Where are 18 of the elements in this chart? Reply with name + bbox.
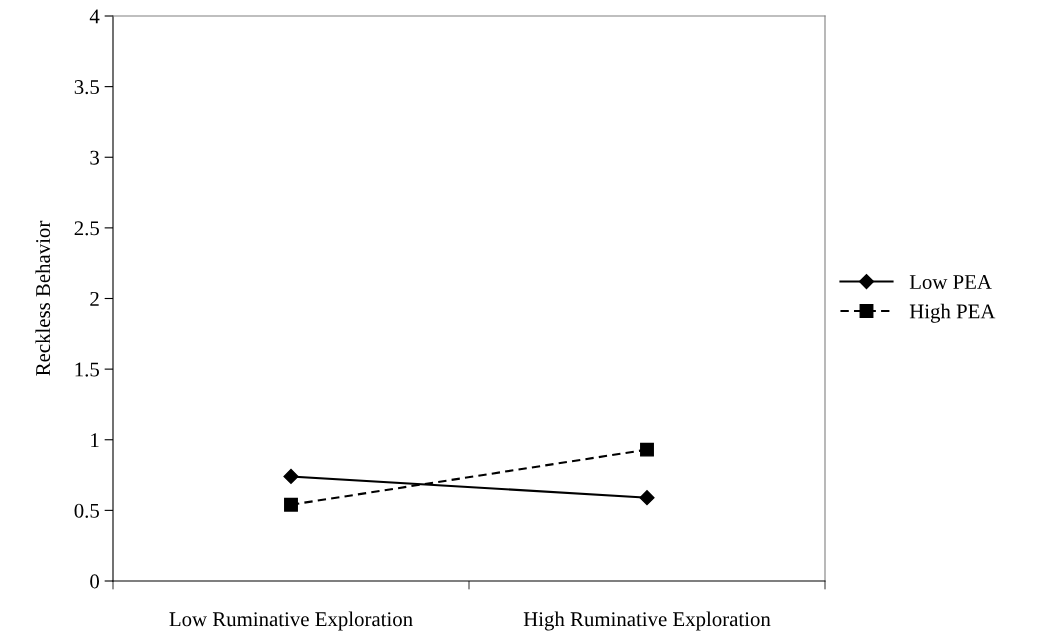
y-tick-label: 3.5 [74, 80, 99, 95]
x-tick-label: Low Ruminative Exploration [169, 611, 413, 631]
y-tick-label: 0 [90, 574, 100, 589]
x-tick-label: High Ruminative Exploration [523, 611, 771, 631]
point [284, 497, 298, 512]
y-tick-label: 2 [90, 291, 99, 306]
legend-label: Low PEA [909, 275, 992, 290]
y-axis-title: Reckless Behavior [35, 220, 51, 376]
y-tick-label: 1 [91, 433, 99, 447]
legend-label: High PEA [909, 303, 996, 323]
y-tick-label: 3 [90, 150, 99, 165]
y-tick-label: 0.5 [74, 503, 99, 518]
y-tick-label: 4 [89, 9, 100, 24]
y-tick-label: 1.5 [75, 362, 99, 377]
y-tick-label: 2.5 [74, 221, 99, 236]
point [283, 468, 299, 485]
point [639, 490, 655, 506]
point [640, 442, 654, 457]
